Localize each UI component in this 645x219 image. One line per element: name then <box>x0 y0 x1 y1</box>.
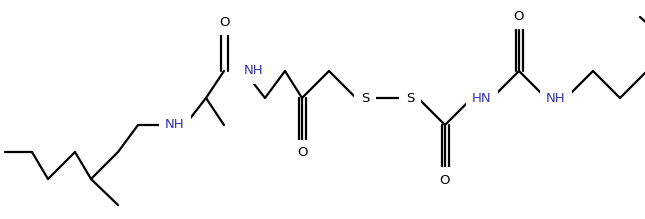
Text: O: O <box>297 147 307 159</box>
Text: S: S <box>406 92 414 104</box>
Text: S: S <box>361 92 369 104</box>
Text: NH: NH <box>165 118 185 131</box>
Text: NH: NH <box>546 92 566 104</box>
Text: O: O <box>514 9 524 23</box>
Text: NH: NH <box>244 65 264 78</box>
Text: HN: HN <box>472 92 491 104</box>
Text: O: O <box>219 16 229 28</box>
Text: O: O <box>440 173 450 187</box>
